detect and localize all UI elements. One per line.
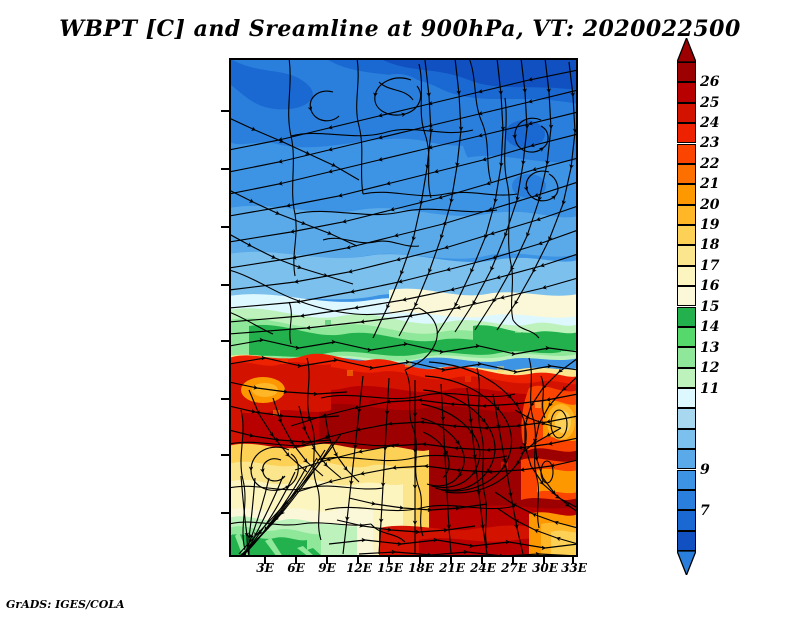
x-tick-label-3e: 3E bbox=[256, 561, 274, 575]
colorbar-cell[interactable] bbox=[677, 428, 696, 450]
colorbar-label-14: 14 bbox=[700, 319, 720, 335]
colorbar-label-25: 25 bbox=[700, 95, 720, 111]
colorbar-cell[interactable] bbox=[677, 123, 696, 144]
y-tick bbox=[221, 454, 229, 456]
x-tick bbox=[419, 557, 421, 564]
x-tick bbox=[264, 557, 266, 564]
colorbar-cell[interactable] bbox=[677, 326, 696, 348]
x-tick-label-15e: 15E bbox=[377, 561, 403, 575]
colorbar-label-23: 23 bbox=[700, 135, 720, 151]
colorbar-label-16: 16 bbox=[700, 278, 720, 294]
x-tick-label-24e: 24E bbox=[470, 561, 496, 575]
colorbar-label-12: 12 bbox=[700, 360, 720, 376]
colorbar-cell[interactable] bbox=[677, 367, 696, 388]
colorbar-label-22: 22 bbox=[700, 156, 720, 172]
page-title: WBPT [C] and Sreamline at 900hPa, VT: 20… bbox=[59, 16, 741, 42]
x-tick bbox=[295, 557, 297, 564]
colorbar-label-18: 18 bbox=[700, 237, 720, 253]
y-tick bbox=[221, 512, 229, 514]
colorbar-cell[interactable] bbox=[677, 82, 696, 103]
colorbar-cell[interactable] bbox=[677, 184, 696, 205]
colorbar-cell[interactable] bbox=[677, 306, 696, 327]
x-tick-label-18e: 18E bbox=[408, 561, 434, 575]
x-tick bbox=[572, 557, 574, 564]
x-tick-label-6e: 6E bbox=[287, 561, 305, 575]
y-tick bbox=[221, 110, 229, 112]
x-tick-label-12e: 12E bbox=[346, 561, 372, 575]
colorbar-label-13: 13 bbox=[700, 340, 720, 356]
colorbar-cap-bottom bbox=[677, 551, 696, 575]
colorbar-cell[interactable] bbox=[677, 469, 696, 490]
colorbar-cell[interactable] bbox=[677, 286, 696, 307]
x-tick-label-30e: 30E bbox=[532, 561, 558, 575]
colorbar-cell[interactable] bbox=[677, 489, 696, 511]
y-tick bbox=[221, 340, 229, 342]
colorbar[interactable] bbox=[677, 38, 696, 575]
colorbar-label-7: 7 bbox=[700, 503, 710, 519]
colorbar-label-19: 19 bbox=[700, 217, 720, 233]
x-tick bbox=[543, 557, 545, 564]
colorbar-cell[interactable] bbox=[677, 102, 696, 124]
footer-attribution: GrADS: IGES/COLA bbox=[6, 598, 125, 611]
colorbar-cell[interactable] bbox=[677, 408, 696, 429]
y-tick bbox=[221, 168, 229, 170]
colorbar-label-21: 21 bbox=[700, 176, 720, 192]
colorbar-cell[interactable] bbox=[677, 449, 696, 470]
colorbar-cell[interactable] bbox=[677, 388, 696, 409]
streamline-overlay bbox=[231, 60, 576, 555]
y-tick bbox=[221, 398, 229, 400]
colorbar-cell[interactable] bbox=[677, 510, 696, 531]
x-tick-label-9e: 9E bbox=[318, 561, 336, 575]
colorbar-cap-top bbox=[677, 38, 696, 62]
map-plot-area[interactable] bbox=[229, 58, 578, 557]
colorbar-cell[interactable] bbox=[677, 143, 696, 164]
colorbar-cell[interactable] bbox=[677, 225, 696, 246]
colorbar-cell[interactable] bbox=[677, 347, 696, 368]
colorbar-label-24: 24 bbox=[700, 115, 720, 131]
x-tick bbox=[450, 557, 452, 564]
x-tick bbox=[357, 557, 359, 564]
x-tick-label-33e: 33E bbox=[561, 561, 587, 575]
colorbar-label-20: 20 bbox=[700, 197, 720, 213]
colorbar-cell[interactable] bbox=[677, 204, 696, 225]
x-tick bbox=[388, 557, 390, 564]
x-tick-label-27e: 27E bbox=[501, 561, 527, 575]
x-tick bbox=[326, 557, 328, 564]
y-tick bbox=[221, 284, 229, 286]
colorbar-label-17: 17 bbox=[700, 258, 720, 274]
colorbar-label-11: 11 bbox=[700, 381, 720, 397]
colorbar-label-15: 15 bbox=[700, 299, 720, 315]
x-tick bbox=[481, 557, 483, 564]
x-tick-label-21e: 21E bbox=[439, 561, 465, 575]
colorbar-cell[interactable] bbox=[677, 265, 696, 287]
colorbar-cell[interactable] bbox=[677, 163, 696, 185]
colorbar-cell[interactable] bbox=[677, 245, 696, 266]
x-tick bbox=[512, 557, 514, 564]
colorbar-label-26: 26 bbox=[700, 74, 720, 90]
colorbar-label-9: 9 bbox=[700, 462, 710, 478]
y-tick bbox=[221, 226, 229, 228]
colorbar-cell[interactable] bbox=[677, 62, 696, 83]
colorbar-cell[interactable] bbox=[677, 530, 696, 551]
